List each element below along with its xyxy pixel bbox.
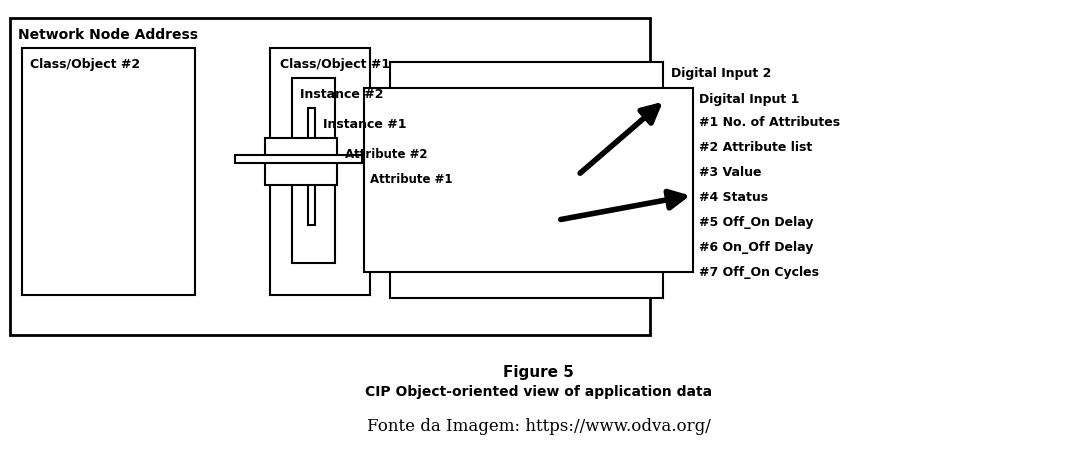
Bar <box>270 48 370 295</box>
Text: #1 No. of Attributes: #1 No. of Attributes <box>699 116 840 129</box>
Text: #: # <box>671 92 682 105</box>
Text: #3 Value: #3 Value <box>699 166 761 179</box>
Text: Attribute #1: Attribute #1 <box>370 173 452 186</box>
Text: #: # <box>671 117 682 130</box>
Text: Figure 5: Figure 5 <box>503 365 574 380</box>
Text: #4 Status: #4 Status <box>699 191 768 204</box>
Text: CIP Object-oriented view of application data: CIP Object-oriented view of application … <box>365 385 712 399</box>
Text: Instance #1: Instance #1 <box>323 118 406 131</box>
Text: Digital Input 2: Digital Input 2 <box>671 67 771 80</box>
Bar <box>22 48 195 295</box>
Text: #7 Off_On Cycles: #7 Off_On Cycles <box>699 266 819 279</box>
Bar <box>235 155 362 163</box>
Text: #: # <box>671 142 682 155</box>
Text: Network Node Address: Network Node Address <box>18 28 198 42</box>
Text: #5 Off_On Delay: #5 Off_On Delay <box>699 216 813 229</box>
Bar <box>265 138 337 185</box>
Text: #2 Attribute list: #2 Attribute list <box>699 141 812 154</box>
Text: Attribute #2: Attribute #2 <box>345 148 428 161</box>
Bar <box>292 78 335 263</box>
Bar <box>390 62 663 298</box>
Text: Instance #2: Instance #2 <box>300 88 383 101</box>
Text: #: # <box>671 192 682 205</box>
Bar <box>364 88 693 272</box>
Text: Class/Object #2: Class/Object #2 <box>30 58 140 71</box>
Text: Digital Input 1: Digital Input 1 <box>699 93 799 106</box>
Text: #6 On_Off Delay: #6 On_Off Delay <box>699 241 813 254</box>
Text: #: # <box>671 167 682 180</box>
Bar <box>10 18 651 335</box>
Text: Class/Object #1: Class/Object #1 <box>280 58 390 71</box>
Bar <box>308 108 314 225</box>
Text: Fonte da Imagem: https://www.odva.org/: Fonte da Imagem: https://www.odva.org/ <box>366 418 711 435</box>
Text: #: # <box>671 217 682 230</box>
Text: #: # <box>671 242 682 255</box>
